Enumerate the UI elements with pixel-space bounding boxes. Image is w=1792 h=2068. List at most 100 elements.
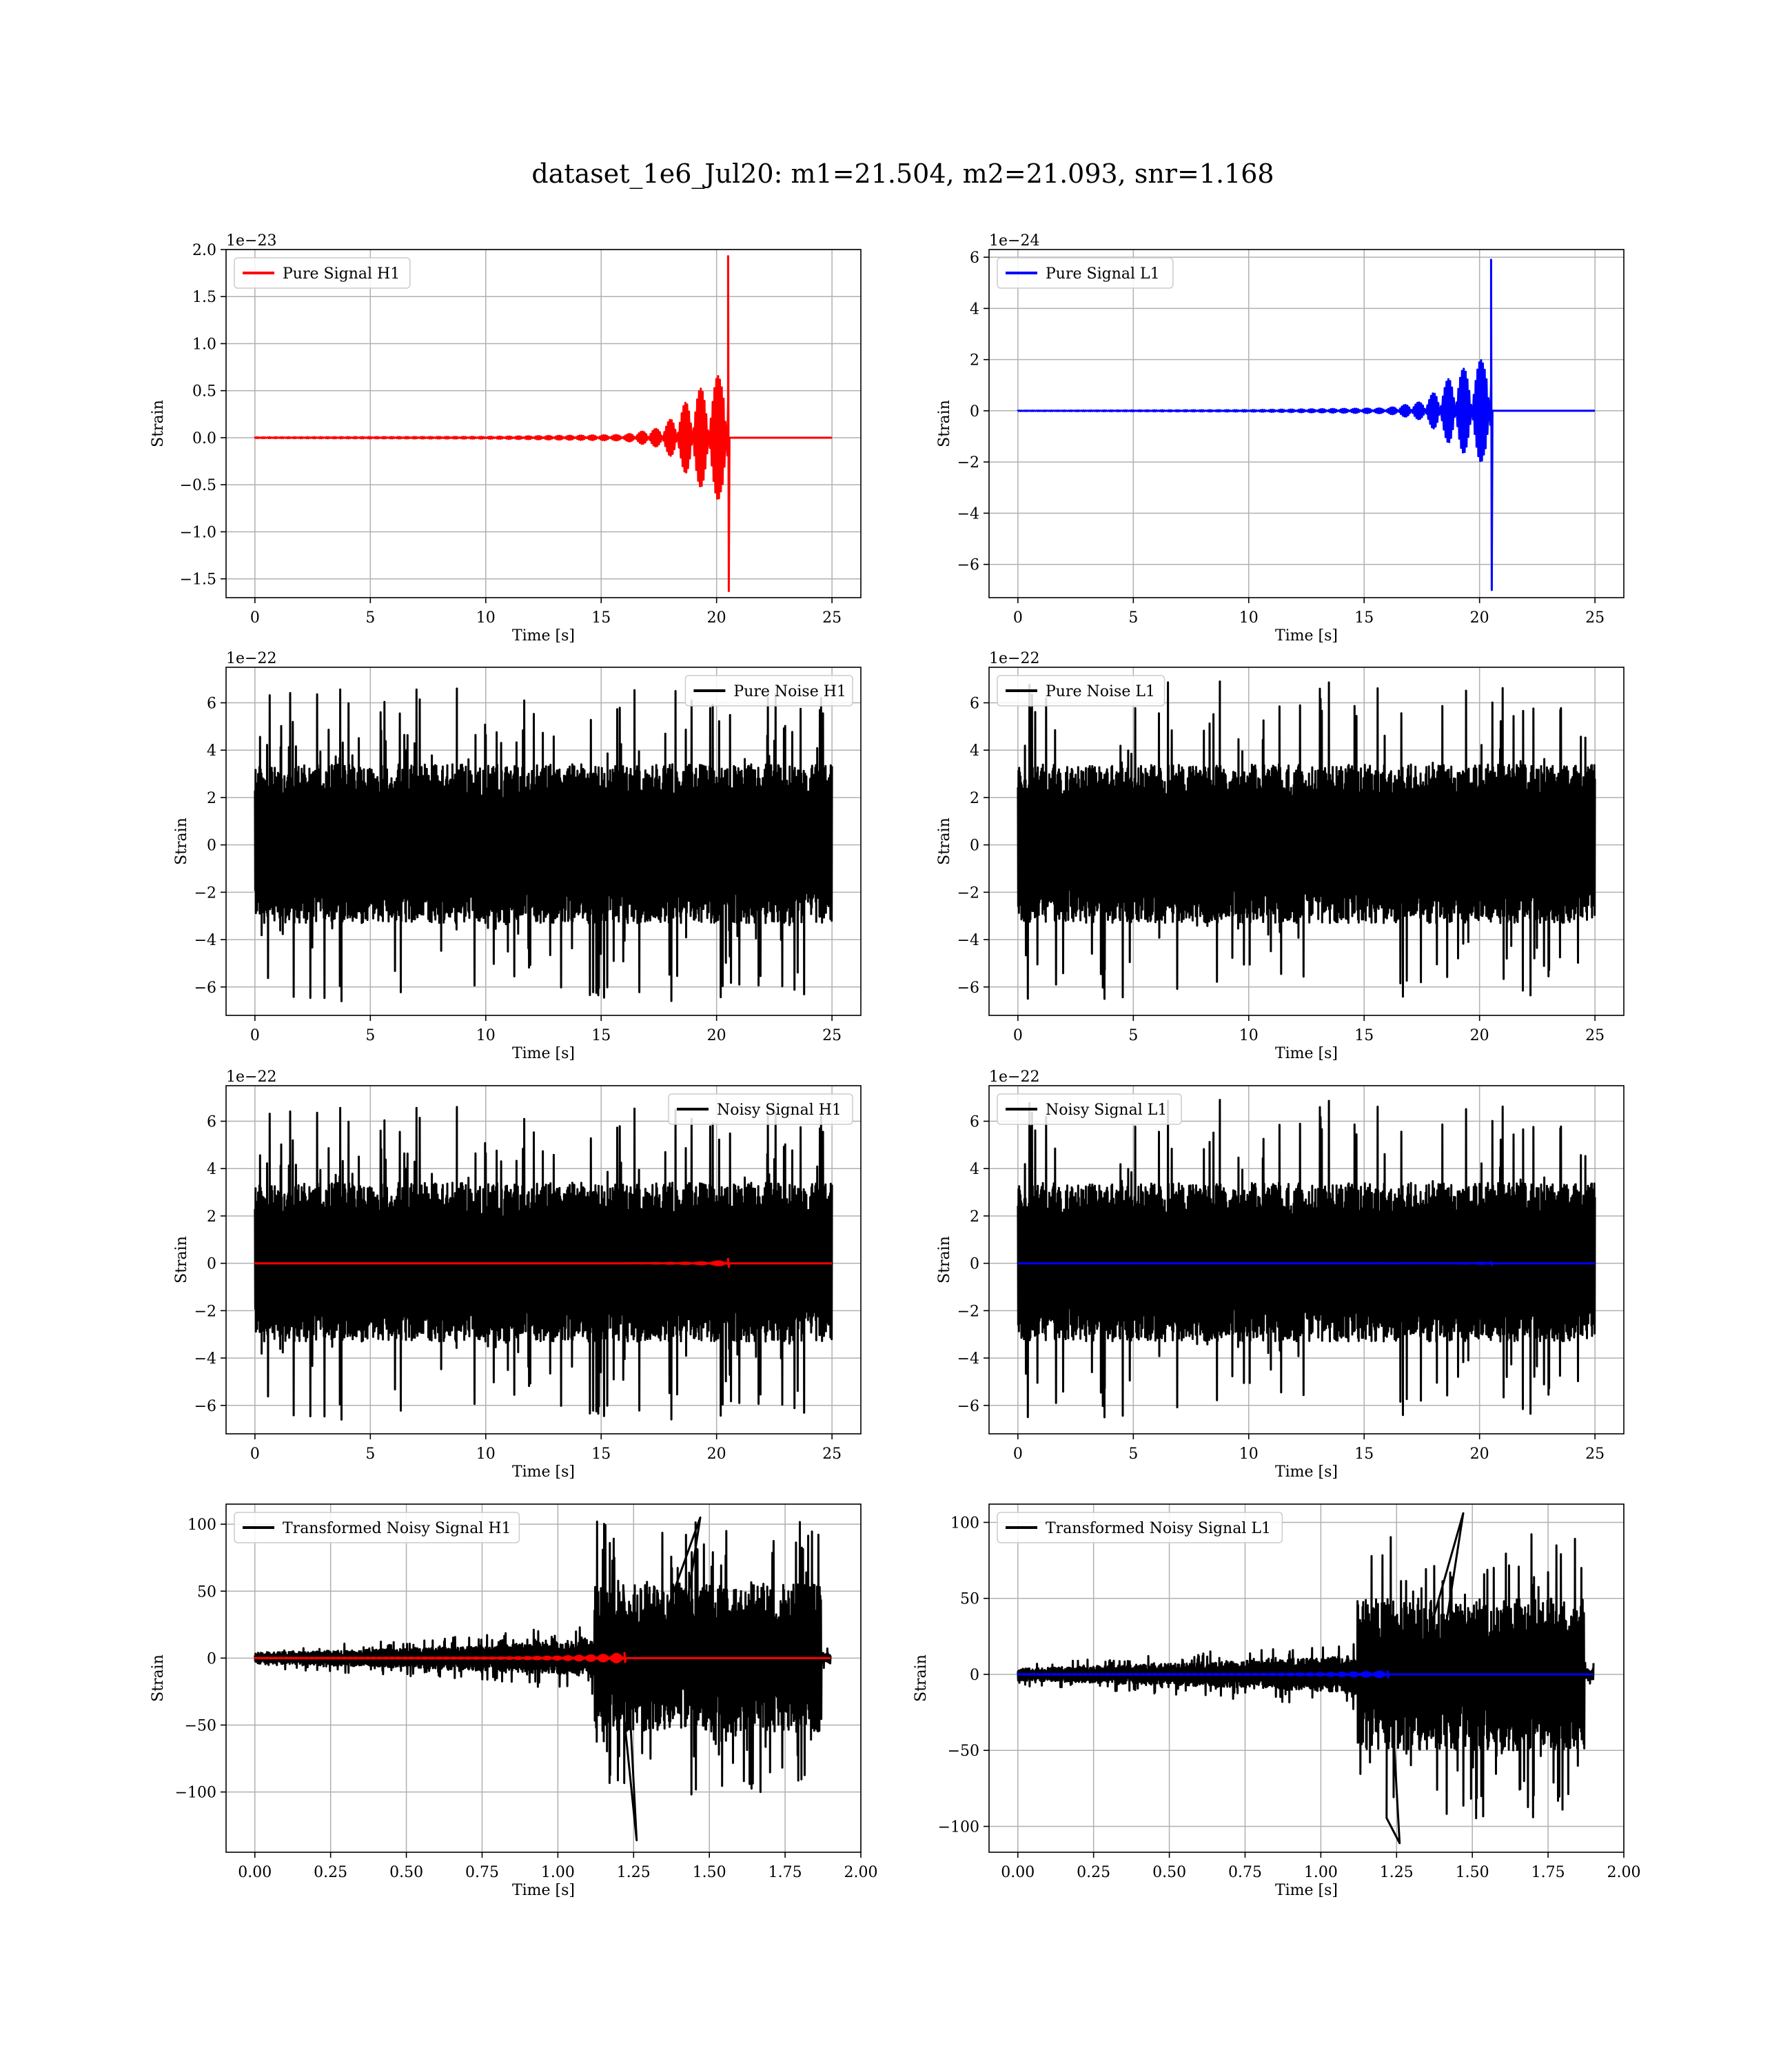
y-axis-label: Strain [173,1236,190,1284]
series-line-1 [1017,1261,1596,1266]
x-tick-label: 20 [707,609,726,627]
y-tick-label: −4 [194,1350,216,1368]
y-tick-label: −50 [948,1743,979,1760]
y-tick-label: 6 [207,1114,216,1131]
axis-offset-label: 1e−22 [226,650,276,667]
x-tick-label: 1.00 [541,1864,575,1881]
x-tick-label: 0.50 [1152,1864,1186,1881]
axes-frame [988,1503,1625,1853]
series-line-pure-signal-l1 [1017,258,1596,591]
y-tick-label: 0 [970,403,979,420]
y-axis-label: Strain [936,1236,953,1284]
y-tick-label: −4 [957,505,979,523]
subplot-noisy-signal-l1: 0 5 10 15 20 25 −6 −4 −2 0 2 4 6 Time [s] Strain 1e−22 N… [936,1068,1625,1481]
x-tick-label: 15 [591,1446,611,1463]
x-axis-label: Time [s] [1275,1882,1338,1899]
y-tick-label: 0 [207,1256,216,1273]
axis-offset-label: 1e−22 [226,1068,276,1086]
series-line-noisy-signal-l1 [1017,1099,1596,1419]
x-tick-label: 15 [1354,609,1374,627]
legend: Transformed Noisy Signal H1 [234,1512,520,1543]
x-tick-label: 0.00 [238,1864,272,1881]
series-line-transformed-noisy-signal-l1 [1017,1512,1595,1845]
subplot-transformed-noisy-signal-h1: 0.00 0.25 0.50 0.75 1.00 1.25 1.50 1.75 2.00 −100… [150,1503,877,1899]
x-tick-label: 10 [476,1027,496,1044]
y-tick-label: 0 [970,1667,979,1684]
x-tick-label: 5 [1128,609,1138,627]
x-tick-label: 0 [250,1027,260,1044]
plot-area [1017,1512,1595,1845]
axes-frame [225,1085,862,1435]
y-tick-label: 50 [960,1591,979,1608]
y-tick-label: −100 [175,1785,216,1802]
subplot-pure-signal-h1: 0 5 10 15 20 25 −1.5 −1.0 −0.5 0.0 0.5 1.0 1.5 2.0 Tim… [150,232,862,645]
x-tick-label: 5 [365,609,375,627]
legend-label: Pure Noise H1 [733,683,846,700]
y-tick-label: 6 [970,250,979,267]
y-tick-label: −6 [957,557,979,574]
y-tick-label: 0 [970,1256,979,1273]
plot-area [1017,258,1596,591]
y-axis-label: Strain [150,1654,167,1702]
y-axis-label: Strain [936,818,953,865]
y-tick-label: −2 [957,1303,979,1320]
series-line-pure-noise-h1 [254,687,833,1002]
y-tick-label: 4 [970,1161,979,1178]
y-tick-label: 4 [970,742,979,760]
plot-area [254,687,833,1002]
x-tick-label: 0.25 [314,1864,347,1881]
y-tick-label: 6 [207,696,216,713]
x-tick-label: 0 [250,1446,260,1463]
subplot-transformed-noisy-signal-l1: 0.00 0.25 0.50 0.75 1.00 1.25 1.50 1.75 2.00 −100… [913,1503,1641,1899]
y-tick-label: 1.5 [192,289,216,306]
y-tick-label: 6 [970,696,979,713]
subplot-noisy-signal-h1: 0 5 10 15 20 25 −6 −4 −2 0 2 4 6 Time [s] Strain 1e−22 N… [173,1068,862,1481]
legend-box [668,1093,853,1125]
subplot-pure-signal-l1: 0 5 10 15 20 25 −6 −4 −2 0 2 4 6 Time [s] Strain 1e−24 P… [936,232,1625,645]
x-tick-label: 15 [1354,1027,1374,1044]
x-tick-label: 1.25 [1380,1864,1414,1881]
legend: Noisy Signal H1 [668,1093,853,1125]
legend-box [997,257,1174,289]
y-tick-label: 4 [207,1161,216,1178]
legend-label: Transformed Noisy Signal H1 [283,1520,511,1537]
series-line-noisy-signal-h1 [254,1106,833,1421]
series-line-1 [1017,1670,1594,1679]
legend: Transformed Noisy Signal L1 [997,1512,1283,1543]
y-tick-label: 2.0 [192,242,216,259]
subplot-grid: 0 5 10 15 20 25−1.5−1.0−0.50.00.51.01.52.0Tim… [150,232,1640,1899]
y-tick-label: 0.0 [192,430,216,447]
x-tick-label: 25 [822,1027,842,1044]
x-tick-label: 20 [1470,1027,1489,1044]
x-axis-label: Time [s] [512,1463,575,1481]
y-tick-label: 4 [970,301,979,318]
x-tick-label: 25 [1585,1446,1605,1463]
axis-offset-label: 1e−22 [989,1068,1039,1086]
y-tick-label: −0.5 [180,477,216,494]
y-axis-label: Strain [936,400,953,447]
x-axis-label: Time [s] [512,627,575,645]
x-tick-label: 1.75 [768,1864,802,1881]
y-tick-label: −6 [957,1398,979,1415]
legend-label: Noisy Signal L1 [1046,1102,1167,1119]
x-tick-label: 0.25 [1077,1864,1110,1881]
x-tick-label: 20 [707,1027,726,1044]
x-tick-label: 1.00 [1304,1864,1338,1881]
axes-frame [988,667,1625,1016]
x-tick-label: 2.00 [1607,1864,1641,1881]
y-tick-label: −4 [194,932,216,949]
x-tick-label: 5 [1128,1027,1138,1044]
legend: Pure Noise L1 [997,675,1165,707]
subplot-pure-noise-h1: 0 5 10 15 20 25 −6 −4 −2 0 2 4 6 Time [s] Strain 1e−22 P… [173,650,862,1062]
legend: Pure Noise H1 [684,675,853,707]
x-tick-label: 10 [476,609,496,627]
x-tick-label: 5 [1128,1446,1138,1463]
series-line-1 [254,1652,831,1664]
x-axis-label: Time [s] [1275,1045,1338,1062]
legend-label: Pure Signal L1 [1046,265,1160,283]
plot-area [254,255,833,592]
y-tick-label: −2 [957,454,979,472]
plot-area [1017,680,1596,1000]
y-tick-label: −4 [957,932,979,949]
